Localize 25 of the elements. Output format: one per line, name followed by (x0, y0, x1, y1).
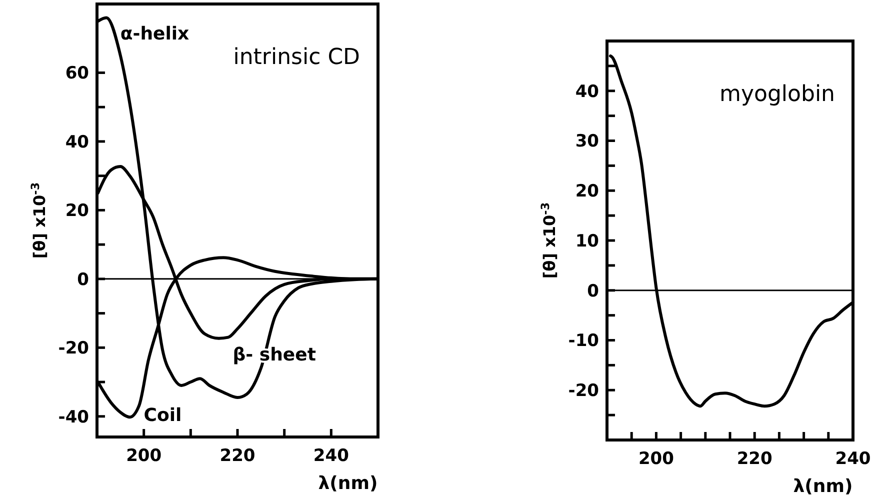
x-axis-title: λ(nm) (318, 473, 378, 494)
annotation: myoglobin (720, 82, 835, 107)
y-tick-label: 0 (77, 270, 90, 290)
y-tick-label: 30 (575, 132, 600, 152)
y-tick-label: 40 (65, 132, 90, 152)
annotation: intrinsic CD (233, 45, 360, 70)
y-tick-label: -20 (568, 381, 600, 402)
x-tick-label: 200 (638, 449, 674, 469)
annotation: α-helix (120, 24, 190, 45)
y-tick-label: -10 (568, 331, 600, 352)
y-tick-label: 40 (575, 82, 600, 102)
annotation: Coil (144, 405, 182, 426)
x-tick-label: 220 (220, 446, 256, 466)
y-tick-label: -40 (58, 407, 90, 428)
x-axis-title: λ(nm) (793, 476, 853, 497)
y-tick-label: 20 (65, 201, 90, 222)
y-tick-label: 10 (575, 231, 600, 252)
x-tick-label: 240 (835, 449, 871, 469)
y-tick-label: 20 (575, 182, 600, 202)
y-tick-label: -20 (58, 338, 90, 359)
x-tick-label: 220 (736, 449, 773, 469)
x-tick-label: 240 (313, 446, 350, 466)
y-tick-label: 0 (587, 281, 600, 302)
x-tick-label: 200 (126, 446, 162, 466)
y-tick-label: 60 (65, 64, 90, 84)
